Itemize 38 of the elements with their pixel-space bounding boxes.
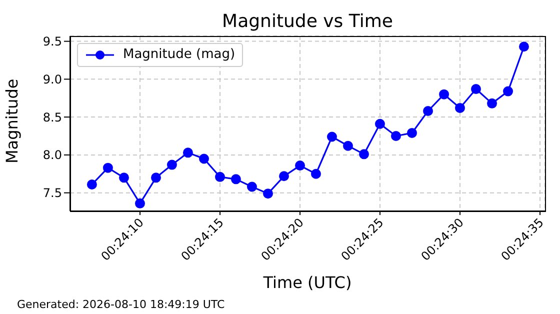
point: [182, 148, 193, 158]
point: [262, 188, 273, 199]
point: [374, 118, 385, 129]
point: [279, 171, 289, 182]
point: [295, 160, 306, 171]
point: [359, 149, 370, 160]
y-axis-title: Magnitude: [2, 78, 22, 164]
y-tick-label: 8.0: [42, 148, 62, 162]
y-tick-label: 7.5: [42, 186, 62, 200]
y-tick-label: 9.5: [42, 34, 62, 49]
point: [215, 172, 225, 182]
y-tick-label: 9.0: [42, 72, 62, 86]
point: [518, 42, 529, 52]
chart-title: Magnitude vs Time: [221, 11, 394, 32]
point: [439, 89, 450, 100]
x-axis-title: Time (UTC): [262, 273, 352, 292]
point: [230, 174, 241, 184]
point: [326, 132, 337, 142]
point: [151, 172, 161, 183]
point: [342, 140, 353, 151]
point: [134, 198, 145, 208]
point: [390, 131, 401, 141]
point: [118, 172, 129, 183]
point: [454, 102, 465, 113]
point: [166, 160, 177, 170]
point: [470, 84, 481, 94]
point: [423, 106, 434, 116]
point: [487, 98, 498, 108]
point: [310, 168, 321, 179]
text: Generated: 2026-08-10 18:49:19 UTC: [17, 298, 225, 311]
y-tick-label: 8.5: [42, 110, 62, 124]
point: [246, 182, 257, 192]
point: [198, 154, 209, 164]
point: [406, 128, 417, 138]
point: [86, 179, 97, 190]
point: [102, 162, 113, 173]
legend-label: Magnitude (mag): [123, 47, 236, 63]
point: [503, 86, 514, 96]
